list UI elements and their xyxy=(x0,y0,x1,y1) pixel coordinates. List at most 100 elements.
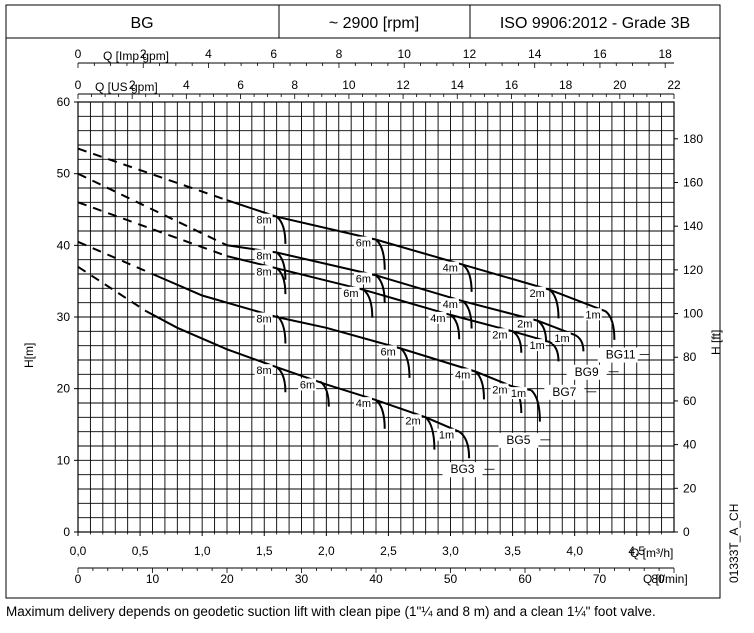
dropoff-label-bg5-2m: 2m xyxy=(492,385,507,397)
dropoff-bg5-6m xyxy=(400,347,411,378)
tick-label-impgpm: 0 xyxy=(75,47,82,61)
series-label-bg xyxy=(566,364,607,380)
dropoff-bg9-8m xyxy=(276,251,287,280)
tick-label-m3h: 0,5 xyxy=(132,544,149,558)
dropoff-label-bg7-6m: 6m xyxy=(343,288,358,300)
tick-label-hft: 140 xyxy=(683,219,703,233)
tick-label-hft: 80 xyxy=(683,350,697,364)
dropoff-bg9-4m xyxy=(462,300,473,329)
tick-label-m3h: 2,0 xyxy=(318,544,335,558)
dropoff-bg9-6m xyxy=(375,274,386,303)
tick-label-impgpm: 4 xyxy=(205,47,212,61)
tick-label-lmin: 80 xyxy=(651,572,665,586)
dropoff-label-bg11-1m: 1m xyxy=(585,309,600,321)
dropoff-label-bg9-4m: 4m xyxy=(443,299,458,311)
tick-label-lmin: 30 xyxy=(295,572,309,586)
curve-dashed-bg7 xyxy=(77,201,228,258)
dropoff-bg7-2m xyxy=(512,330,523,353)
dropoff-label-bg7-8m: 8m xyxy=(256,266,271,278)
chart-curves: 8m 6m 4m 2m 1m BG3 8m 6m 4m 2m 1m BG5 8m 6m 4m 2m 1m BG7 8… xyxy=(77,147,650,478)
tick-label-m3h: 2,5 xyxy=(380,544,397,558)
curve-dashed-bg5 xyxy=(77,240,153,275)
series-label-bg xyxy=(498,432,539,448)
tick-label-impgpm: 6 xyxy=(270,47,277,61)
dropoff-label-bg xyxy=(453,368,472,381)
tick-label-hm: 50 xyxy=(57,167,71,181)
tick-label-usgpm: 16 xyxy=(505,78,519,92)
dropoff-label-bg xyxy=(440,261,459,274)
tick-label-lmin: 0 xyxy=(75,572,82,586)
tick-label-impgpm: 16 xyxy=(593,47,607,61)
series-label-bg xyxy=(544,384,585,400)
series-label-bg3: BG3 xyxy=(451,462,475,476)
dropoff-bg7-4m xyxy=(449,314,461,340)
dropoff-label-bg11-8m: 8m xyxy=(256,215,271,227)
dropoff-label-bg xyxy=(440,298,459,311)
dropoff-bg7-1m xyxy=(549,341,560,362)
dropoff-label-bg xyxy=(341,286,360,299)
axis-label-impgpm: Q [Imp gpm] xyxy=(103,49,169,63)
tick-label-hm: 20 xyxy=(57,382,71,396)
dropoff-label-bg3-8m: 8m xyxy=(256,365,271,377)
dropoff-label-bg3-1m: 1m xyxy=(439,430,454,442)
tick-label-hm: 30 xyxy=(57,310,71,324)
tick-label-hm: 10 xyxy=(57,453,71,467)
dropoff-bg5-8m xyxy=(276,314,287,344)
dropoff-label-bg9-1m: 1m xyxy=(554,333,569,345)
tick-label-impgpm: 14 xyxy=(528,47,542,61)
tick-label-m3h: 4,5 xyxy=(628,544,645,558)
dropoff-bg3-2m xyxy=(424,416,436,450)
tick-label-lmin: 70 xyxy=(593,572,607,586)
dropoff-bg9-2m xyxy=(536,319,548,343)
tick-label-usgpm: 12 xyxy=(396,78,410,92)
curve-dashed-bg11 xyxy=(77,147,228,202)
tick-label-hft: 40 xyxy=(683,438,697,452)
dropoff-label-bg xyxy=(527,339,546,352)
header-speed: ~ 2900 [rpm] xyxy=(329,15,419,32)
dropoff-label-bg7-1m: 1m xyxy=(530,340,545,352)
series-label-bg5: BG5 xyxy=(506,433,530,447)
dropoff-bg5-4m xyxy=(474,370,485,400)
chart-caption: Maximum delivery depends on geodetic suc… xyxy=(6,604,656,619)
curve-dashed-bg3 xyxy=(77,265,147,313)
dropoff-label-bg9-8m: 8m xyxy=(256,251,271,263)
tick-label-hft: 60 xyxy=(683,394,697,408)
dropoff-label-bg3-4m: 4m xyxy=(356,398,371,410)
dropoff-label-bg xyxy=(254,364,273,377)
tick-label-m3h: 0,0 xyxy=(70,544,87,558)
tick-label-hft: 100 xyxy=(683,307,703,321)
tick-label-lmin: 10 xyxy=(146,572,160,586)
tick-label-usgpm: 0 xyxy=(75,78,82,92)
dropoff-label-bg5-8m: 8m xyxy=(256,314,271,326)
tick-label-impgpm: 8 xyxy=(336,47,343,61)
dropoff-label-bg5-1m: 1m xyxy=(511,388,526,400)
dropoff-label-bg xyxy=(437,428,456,441)
tick-label-impgpm: 18 xyxy=(659,47,673,61)
dropoff-label-bg11-4m: 4m xyxy=(443,263,458,275)
tick-label-lmin: 40 xyxy=(369,572,383,586)
dropoff-bg7-8m xyxy=(276,267,287,295)
dropoff-label-bg5-6m: 6m xyxy=(381,347,396,359)
dropoff-bg9-1m xyxy=(574,333,585,352)
tick-label-m3h: 3,0 xyxy=(442,544,459,558)
dropoff-bg11-2m xyxy=(549,289,560,319)
chart-axes: 01020304050600204060801001201401601800,0… xyxy=(57,47,704,586)
tick-label-hm: 0 xyxy=(63,525,70,539)
dropoff-label-bg9-6m: 6m xyxy=(356,273,371,285)
dropoff-label-bg xyxy=(298,378,317,391)
dropoff-bg3-1m xyxy=(458,430,471,459)
tick-label-usgpm: 14 xyxy=(451,78,465,92)
tick-label-hft: 0 xyxy=(683,525,690,539)
header-standard: ISO 9906:2012 - Grade 3B xyxy=(500,15,690,32)
tick-label-m3h: 4,0 xyxy=(566,544,583,558)
dropoff-label-bg xyxy=(583,308,602,321)
dropoff-label-bg3-6m: 6m xyxy=(300,380,315,392)
curve-dashed-bg9 xyxy=(77,172,228,247)
tick-label-impgpm: 2 xyxy=(140,47,147,61)
series-label-bg11: BG11 xyxy=(606,348,636,362)
dropoff-label-bg xyxy=(403,414,422,427)
dropoff-label-bg xyxy=(254,312,273,325)
dropoff-label-bg xyxy=(527,286,546,299)
tick-label-lmin: 20 xyxy=(220,572,234,586)
